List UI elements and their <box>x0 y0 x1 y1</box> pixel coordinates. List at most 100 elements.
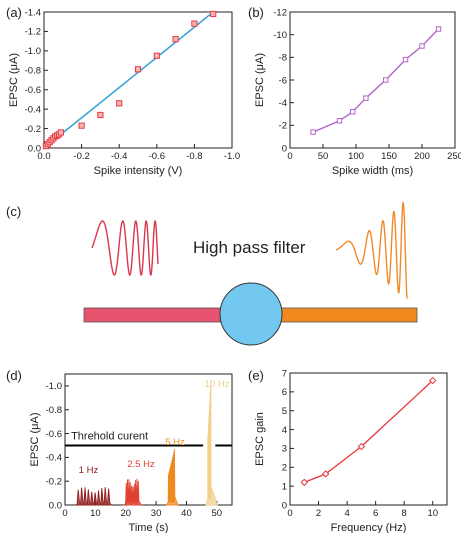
e-data-point <box>357 442 366 451</box>
chart-a: 0.0 -0.2 -0.4 -0.6 -0.8 -1.0 0.0 -0.2 -0.4 -0.6 -0… <box>8 7 240 177</box>
d-series-label: 10 Hz <box>205 379 230 390</box>
a-data-point <box>153 52 160 59</box>
b-ytick-label: -6 <box>279 75 287 86</box>
a-xtick-label: -1.0 <box>224 151 240 162</box>
b-data-point <box>419 43 425 49</box>
b-xtick-label: 0 <box>287 151 292 162</box>
b-ytick-label: -10 <box>273 30 287 41</box>
b-data-point <box>435 26 442 32</box>
e-xtick-label: 10 <box>427 508 438 519</box>
b-ytick-label: 0 <box>282 143 287 154</box>
a-xtick-label: -0.6 <box>149 151 165 162</box>
a-xtick-label: -0.4 <box>111 151 127 162</box>
d-pulse-train <box>122 478 143 506</box>
e-series-line <box>304 380 434 484</box>
d-pulse-train <box>205 379 219 506</box>
b-xtick-label: 200 <box>414 151 430 162</box>
d-ytick-label: -0.6 <box>46 429 62 440</box>
a-data-point <box>191 20 198 27</box>
d-ytick-label: -1.0 <box>46 381 62 392</box>
b-ytick-label: -4 <box>279 98 287 109</box>
b-data-point <box>350 109 356 115</box>
d-series-label: 5 Hz <box>165 437 185 448</box>
d-xtick-label: 30 <box>151 508 162 519</box>
a-ytick-label: 0.0 <box>28 143 41 154</box>
panel-d-label: (d) <box>6 368 22 383</box>
d-series-label: 2.5 Hz <box>127 459 155 470</box>
d-ytick-label: -0.4 <box>46 453 62 464</box>
d-threshold-label: Threhold curent <box>71 430 148 442</box>
b-data-point <box>336 118 343 124</box>
d-xtick-label: 40 <box>181 508 192 519</box>
e-xlabel: Frequency (Hz) <box>331 522 407 533</box>
input-wave-left <box>91 220 159 276</box>
synapse-node <box>219 282 283 346</box>
e-data-point <box>321 470 330 478</box>
b-xtick-label: 100 <box>348 151 364 162</box>
e-xtick-label: 6 <box>373 508 378 519</box>
e-ytick-label: 3 <box>282 444 287 455</box>
b-ytick-label: -12 <box>273 7 287 18</box>
a-data-point <box>97 111 104 119</box>
a-xtick-label: 0.0 <box>37 151 50 162</box>
a-data-point <box>57 129 65 136</box>
e-ytick-label: 0 <box>282 500 287 511</box>
d-xtick-label: 50 <box>212 508 223 519</box>
d-xtick-label: 10 <box>90 508 101 519</box>
e-xtick-label: 2 <box>316 508 321 519</box>
e-xtick-label: 0 <box>287 508 292 519</box>
a-ytick-label: -0.6 <box>25 85 41 96</box>
b-ylabel: EPSC (μA) <box>254 53 266 107</box>
chart-b: 0 50 100 150 200 250 0 -2 -4 -6 -8 -10 -12 Spike widt… <box>254 7 461 177</box>
panel-c-label: (c) <box>6 204 21 219</box>
b-ytick-label: -2 <box>279 121 287 132</box>
e-ytick-label: 2 <box>282 463 287 474</box>
d-pulse-train <box>165 448 179 506</box>
a-ytick-label: -0.2 <box>25 124 41 135</box>
b-data-point <box>363 95 369 101</box>
e-data-point <box>429 376 437 385</box>
b-xtick-label: 50 <box>318 151 329 162</box>
e-xtick-label: 4 <box>344 508 349 519</box>
e-ytick-label: 6 <box>282 387 287 398</box>
a-ylabel: EPSC (μA) <box>8 53 20 107</box>
d-xlabel: Time (s) <box>129 522 169 533</box>
b-ytick-label: -8 <box>279 53 287 64</box>
e-ylabel: EPSC gain <box>254 412 266 466</box>
output-wave-right <box>335 201 408 299</box>
a-fit-line <box>43 11 214 149</box>
b-plot-frame <box>289 11 456 149</box>
a-data-point <box>116 100 123 107</box>
d-ytick-label: -0.2 <box>46 476 62 487</box>
b-xlabel: Spike width (ms) <box>332 165 413 177</box>
e-ytick-label: 1 <box>282 481 287 492</box>
chart-d: 0 10 20 30 40 50 0.0 -0.2 -0.4 -0.6 -0.8 -1.0 Time (… <box>29 373 233 533</box>
a-xtick-label: -0.8 <box>186 151 202 162</box>
d-series-label: 1 Hz <box>79 465 99 476</box>
a-data-point <box>210 10 217 18</box>
b-xtick-label: 250 <box>447 151 461 162</box>
chart-e: 0 2 4 6 8 10 0 1 2 3 4 5 6 7 Frequency (Hz) EPSC gain <box>254 368 448 533</box>
a-ytick-label: -1.2 <box>25 27 41 38</box>
panel-a-label: (a) <box>6 5 22 20</box>
e-ytick-label: 5 <box>282 406 287 417</box>
e-ytick-label: 4 <box>282 425 287 436</box>
e-ytick-label: 7 <box>282 368 287 379</box>
a-data-point <box>172 36 179 43</box>
d-pulse-train <box>75 487 112 506</box>
high-pass-filter-schematic: High pass filter <box>83 201 418 346</box>
panel-b-label: (b) <box>248 5 264 20</box>
b-xtick-label: 150 <box>381 151 397 162</box>
d-ylabel: EPSC (μA) <box>29 412 41 466</box>
a-ytick-label: -0.4 <box>25 104 41 115</box>
e-xtick-label: 8 <box>402 508 407 519</box>
d-ytick-label: 0.0 <box>49 500 62 511</box>
b-data-point <box>383 77 389 83</box>
a-ytick-label: -1.4 <box>25 7 41 18</box>
a-ytick-label: -0.8 <box>25 66 41 77</box>
d-ytick-label: -0.8 <box>46 405 62 416</box>
b-data-point <box>310 129 316 135</box>
d-xtick-label: 0 <box>62 508 67 519</box>
d-plot-frame <box>64 373 233 506</box>
